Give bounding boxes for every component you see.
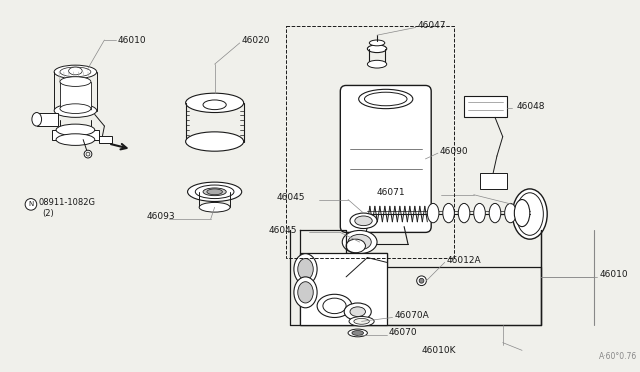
Bar — [479, 173, 507, 189]
Text: 46010: 46010 — [118, 35, 147, 45]
Ellipse shape — [513, 189, 547, 239]
FancyBboxPatch shape — [340, 86, 431, 232]
Ellipse shape — [428, 203, 439, 223]
Ellipse shape — [369, 40, 385, 46]
Ellipse shape — [203, 100, 226, 110]
Ellipse shape — [349, 317, 374, 326]
Bar — [52, 130, 99, 140]
Text: 46048: 46048 — [516, 102, 545, 111]
Ellipse shape — [195, 185, 234, 199]
Text: 46070: 46070 — [388, 328, 417, 337]
Ellipse shape — [207, 189, 222, 195]
Text: 46010: 46010 — [600, 270, 628, 279]
Text: 46045: 46045 — [269, 226, 297, 235]
Ellipse shape — [474, 203, 485, 223]
Text: 46010K: 46010K — [422, 346, 456, 355]
Ellipse shape — [365, 92, 407, 106]
Bar — [36, 112, 58, 126]
Text: 08911-1082G: 08911-1082G — [38, 198, 95, 207]
Ellipse shape — [294, 277, 317, 308]
Text: 46070A: 46070A — [394, 311, 429, 320]
Ellipse shape — [489, 203, 501, 223]
Bar — [133, 18, 591, 354]
Bar — [464, 96, 507, 117]
Ellipse shape — [32, 112, 42, 126]
Circle shape — [25, 199, 36, 210]
Ellipse shape — [317, 294, 352, 317]
Text: A·60°0.76: A·60°0.76 — [600, 352, 637, 361]
Ellipse shape — [60, 67, 91, 77]
Text: (2): (2) — [42, 209, 54, 218]
Bar — [300, 253, 387, 325]
Circle shape — [84, 150, 92, 158]
Ellipse shape — [54, 104, 97, 117]
Ellipse shape — [348, 234, 371, 250]
Ellipse shape — [294, 254, 317, 285]
Ellipse shape — [344, 303, 371, 320]
Bar — [60, 81, 91, 109]
Ellipse shape — [458, 203, 470, 223]
Ellipse shape — [342, 231, 377, 254]
Ellipse shape — [68, 67, 82, 75]
Ellipse shape — [350, 307, 365, 317]
Ellipse shape — [60, 77, 91, 86]
Circle shape — [86, 152, 90, 156]
Ellipse shape — [355, 216, 372, 226]
Ellipse shape — [203, 188, 226, 196]
Ellipse shape — [358, 89, 413, 109]
Ellipse shape — [515, 199, 530, 227]
Ellipse shape — [298, 259, 313, 280]
Ellipse shape — [56, 124, 95, 136]
Ellipse shape — [367, 45, 387, 52]
Text: 46012A: 46012A — [447, 256, 481, 265]
Text: 46093: 46093 — [147, 212, 175, 221]
Ellipse shape — [186, 132, 244, 151]
Bar — [286, 26, 454, 257]
Circle shape — [419, 278, 424, 283]
Circle shape — [417, 276, 426, 286]
Ellipse shape — [346, 239, 365, 253]
Bar — [99, 136, 112, 144]
Ellipse shape — [350, 213, 377, 228]
Ellipse shape — [443, 203, 454, 223]
Ellipse shape — [199, 202, 230, 212]
Ellipse shape — [54, 65, 97, 79]
Ellipse shape — [352, 331, 364, 336]
Ellipse shape — [298, 282, 313, 303]
Ellipse shape — [505, 203, 516, 223]
Ellipse shape — [354, 318, 369, 324]
Ellipse shape — [56, 134, 95, 145]
Text: 46090: 46090 — [440, 147, 468, 156]
Ellipse shape — [323, 298, 346, 314]
Text: 46045: 46045 — [276, 193, 305, 202]
Ellipse shape — [348, 329, 367, 337]
Ellipse shape — [188, 182, 242, 202]
Text: 46047: 46047 — [418, 21, 446, 30]
Text: 46020: 46020 — [242, 36, 270, 45]
Ellipse shape — [186, 93, 244, 112]
Ellipse shape — [516, 193, 543, 235]
Ellipse shape — [367, 60, 387, 68]
Ellipse shape — [60, 104, 91, 113]
Text: 46071: 46071 — [377, 188, 406, 197]
Text: N: N — [28, 201, 33, 207]
